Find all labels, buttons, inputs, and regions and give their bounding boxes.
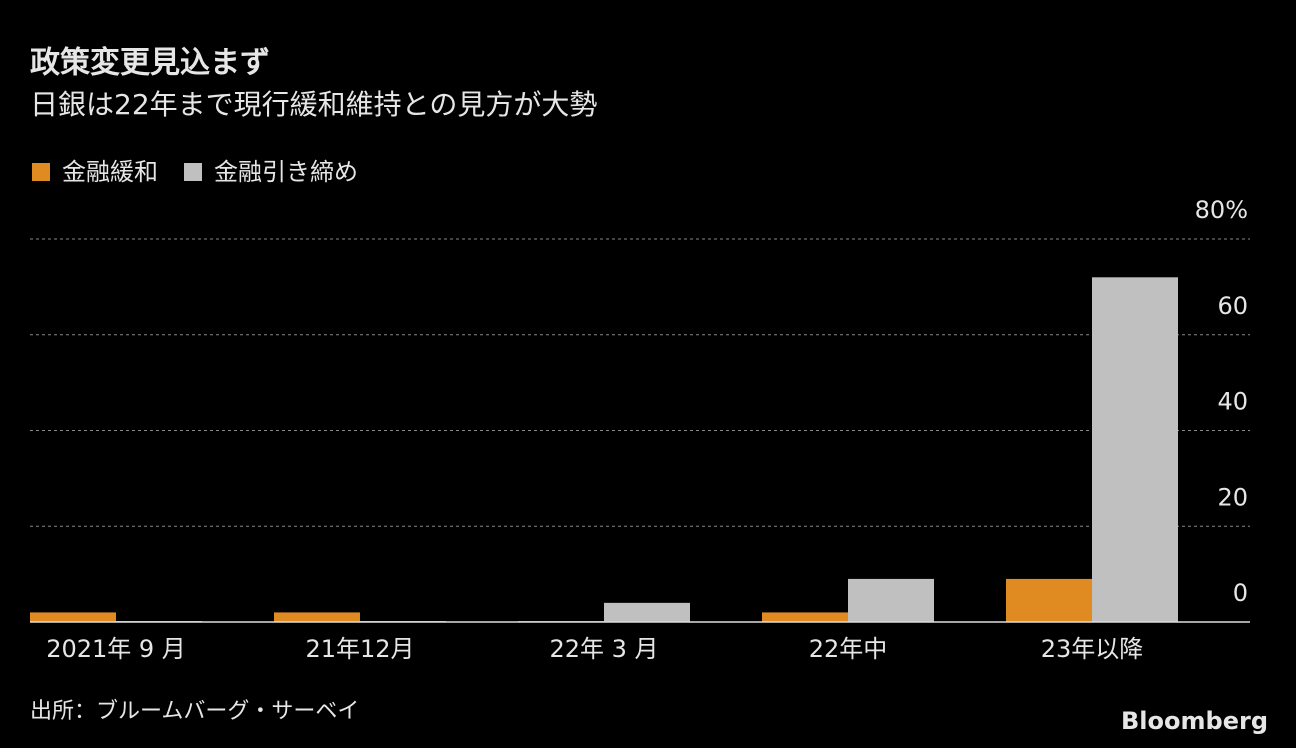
y-tick-label: 80% bbox=[1195, 196, 1248, 224]
bar bbox=[30, 612, 116, 622]
legend-label: 金融引き締め bbox=[214, 158, 358, 186]
x-tick-label: 21年12月 bbox=[305, 635, 414, 663]
y-tick-label: 60 bbox=[1217, 292, 1248, 320]
y-tick-label: 40 bbox=[1217, 388, 1248, 416]
y-tick-label: 0 bbox=[1233, 579, 1248, 607]
legend-swatch bbox=[184, 163, 202, 181]
bar bbox=[604, 602, 690, 622]
source: 出所：ブルームバーグ・サーベイ bbox=[30, 699, 359, 724]
x-tick-label: 23年以降 bbox=[1041, 635, 1144, 663]
x-tick-label: 22年 3 月 bbox=[549, 635, 658, 663]
chart-title: 政策変更見込まず bbox=[30, 46, 270, 81]
bar bbox=[848, 578, 934, 622]
bar bbox=[1092, 277, 1178, 622]
legend-label: 金融緩和 bbox=[62, 158, 158, 186]
x-tick-label: 2021年 9 月 bbox=[46, 635, 186, 663]
bar bbox=[1006, 578, 1092, 622]
legend-swatch bbox=[32, 163, 50, 181]
x-tick-label: 22年中 bbox=[809, 635, 888, 663]
logo: Bloomberg bbox=[1121, 707, 1268, 735]
bar bbox=[274, 612, 360, 622]
chart-subtitle: 日銀は22年まで現行緩和維持との見方が大勢 bbox=[30, 88, 597, 121]
bar bbox=[762, 612, 848, 622]
y-tick-label: 20 bbox=[1217, 483, 1248, 511]
